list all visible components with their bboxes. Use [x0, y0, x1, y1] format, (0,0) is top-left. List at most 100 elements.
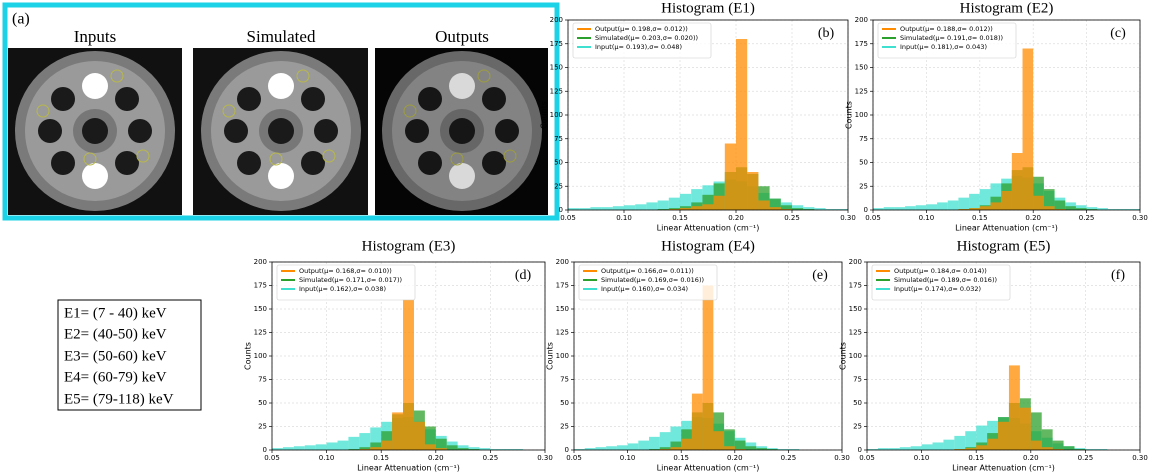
y-tick-label: 75 [853, 376, 862, 384]
x-tick-label: 0.25 [781, 454, 797, 462]
legend-label: Input(μ= 0.162),σ= 0.038) [299, 285, 386, 293]
panel-a: (a) Inputs Simulated Outputs [5, 5, 557, 218]
x-tick-label: 0.15 [673, 454, 689, 462]
histogram-bar [747, 172, 758, 210]
panel-label: (e) [812, 268, 828, 283]
histogram-bar [713, 431, 724, 450]
histogram-bar [658, 201, 669, 211]
histogram-chart: 02550751001251501752000.050.100.150.200.… [540, 0, 856, 232]
chart-title: Histogram (E4) [661, 238, 755, 254]
histogram-bar [403, 300, 414, 450]
histogram-bar [735, 441, 746, 450]
y-tick-label: 200 [556, 258, 569, 266]
y-tick-label: 100 [855, 111, 868, 119]
x-tick-label: 0.05 [566, 454, 582, 462]
histogram-bar [646, 202, 657, 210]
image-label: Simulated [247, 27, 316, 46]
x-tick-label: 0.30 [1132, 454, 1148, 462]
legend-label: Simulated(μ= 0.189,σ= 0.016)) [894, 276, 997, 284]
x-tick-label: 0.05 [859, 454, 875, 462]
legend-label: Input(μ= 0.174),σ= 0.032) [894, 285, 981, 293]
y-tick-label: 0 [565, 446, 569, 454]
histogram-bar [1042, 429, 1053, 450]
y-tick-label: 50 [554, 159, 563, 167]
panel-label: (f) [1111, 268, 1125, 283]
x-tick-label: 0.05 [865, 214, 881, 222]
histogram-bar [926, 204, 937, 210]
y-tick-label: 125 [254, 329, 267, 337]
histogram-bar [628, 443, 639, 450]
panel-label: (a) [12, 11, 30, 28]
y-axis-label: Counts [839, 342, 848, 370]
histogram-bar [283, 447, 294, 450]
histogram-bar [937, 202, 948, 210]
y-tick-label: 75 [859, 135, 868, 143]
y-tick-label: 75 [258, 376, 267, 384]
histogram-bar [670, 447, 681, 450]
y-tick-label: 100 [556, 352, 569, 360]
histogram-bar [980, 206, 991, 210]
histogram-bar [635, 204, 646, 210]
x-tick-label: 0.10 [319, 454, 335, 462]
histogram-bar [948, 201, 959, 211]
y-tick-label: 100 [550, 111, 563, 119]
x-tick-label: 0.30 [834, 454, 850, 462]
energy-range: E4= (60-79) keV [64, 369, 167, 385]
histogram-bar [617, 445, 628, 450]
histogram-bar [392, 412, 403, 450]
histogram-bar [976, 445, 987, 450]
histogram-bar [724, 446, 735, 450]
legend-label: Input(μ= 0.181),σ= 0.043) [900, 43, 987, 51]
phantom [15, 51, 175, 211]
x-tick-label: 0.25 [1079, 214, 1095, 222]
y-tick-label: 150 [556, 305, 569, 313]
y-axis-label: Counts [845, 101, 854, 129]
histogram-bar [613, 206, 624, 210]
y-tick-label: 125 [556, 329, 569, 337]
histogram-bar [602, 207, 613, 210]
histogram-bar [681, 439, 692, 450]
y-tick-label: 50 [560, 399, 569, 407]
histogram-bar [638, 441, 649, 450]
chart-title: Histogram (E2) [960, 0, 1054, 16]
y-tick-label: 200 [849, 258, 862, 266]
phantom [201, 51, 361, 211]
histogram-bar [746, 446, 757, 450]
histogram-bar [624, 205, 635, 210]
histogram-bar [770, 207, 781, 210]
y-tick-label: 150 [550, 64, 563, 72]
x-tick-label: 0.05 [264, 454, 280, 462]
histogram-chart: 02550751001251501752000.050.100.150.200.… [546, 238, 850, 472]
chart-title: Histogram (E5) [957, 238, 1051, 254]
x-tick-label: 0.25 [1078, 454, 1094, 462]
y-tick-label: 100 [254, 352, 267, 360]
figure: (a) Inputs Simulated Outputs E1= (7 - 40… [0, 0, 1149, 476]
histogram-bar [348, 437, 359, 450]
histogram-bar [692, 394, 703, 450]
histogram-bar [590, 207, 601, 210]
image-label: Inputs [74, 27, 117, 46]
histogram-bar [1012, 153, 1023, 210]
y-tick-label: 75 [554, 135, 563, 143]
y-tick-label: 175 [855, 40, 868, 48]
histogram-chart: 02550751001251501752000.050.100.150.200.… [845, 0, 1148, 232]
histogram-bar [338, 441, 349, 450]
y-tick-label: 125 [855, 87, 868, 95]
legend-label: Input(μ= 0.193),σ= 0.048) [595, 43, 682, 51]
histogram-bar [998, 422, 1009, 450]
x-tick-label: 0.15 [972, 214, 988, 222]
histogram-bar [933, 442, 944, 450]
histogram-bar [294, 446, 305, 450]
histogram-bar [1064, 446, 1075, 450]
panel-label: (c) [1110, 26, 1126, 41]
histogram-bar [884, 207, 895, 210]
x-tick-label: 0.30 [840, 214, 856, 222]
legend: Output(μ= 0.166,σ= 0.011))Simulated(μ= 0… [579, 265, 717, 300]
histogram-bar [943, 440, 954, 450]
histogram-bar [1065, 206, 1076, 210]
x-axis-label: Linear Attenuation (cm⁻¹) [955, 224, 1058, 233]
histogram-bar [1020, 408, 1031, 450]
histogram-bar [900, 447, 911, 450]
x-tick-label: 0.20 [1023, 454, 1039, 462]
y-tick-label: 175 [550, 40, 563, 48]
